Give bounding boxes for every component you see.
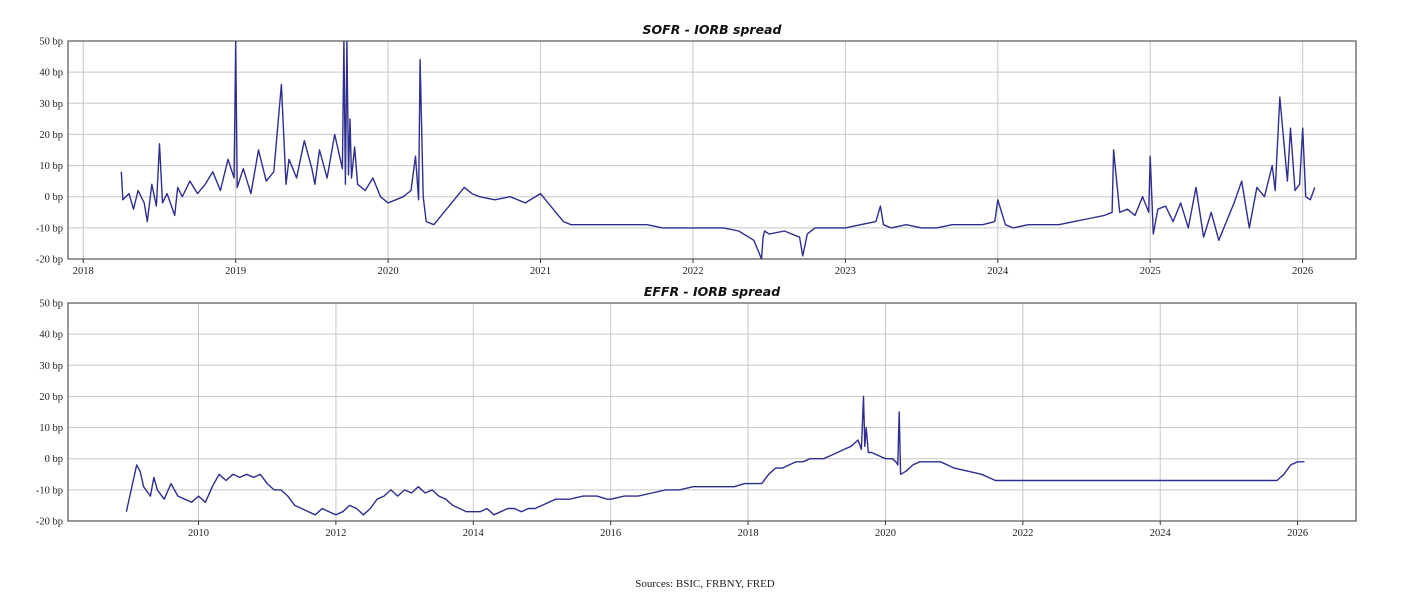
- x-tick-label: 2019: [225, 266, 246, 277]
- x-tick-label: 2024: [1150, 528, 1172, 539]
- y-tick-label: 20 bp: [39, 392, 63, 403]
- x-tick-label: 2014: [463, 528, 485, 539]
- y-tick-label: 50 bp: [39, 299, 63, 310]
- x-tick-label: 2020: [875, 528, 896, 539]
- y-tick-label: 10 bp: [39, 423, 63, 434]
- x-tick-label: 2026: [1287, 528, 1308, 539]
- x-tick-label: 2020: [378, 266, 399, 277]
- plot-frame: [67, 302, 1357, 522]
- x-tick-label: 2022: [1012, 528, 1033, 539]
- x-tick-label: 2023: [835, 266, 856, 277]
- x-tick-label: 2012: [325, 528, 346, 539]
- y-tick-label: -20 bp: [36, 517, 63, 528]
- y-tick-label: 30 bp: [39, 99, 63, 110]
- y-tick-label: 20 bp: [39, 130, 63, 141]
- plot-frame: [67, 40, 1357, 260]
- x-tick-label: 2024: [987, 266, 1009, 277]
- y-tick-label: -10 bp: [36, 223, 63, 234]
- x-tick-label: 2022: [682, 266, 703, 277]
- x-tick-label: 2021: [530, 266, 551, 277]
- x-tick-label: 2026: [1292, 266, 1313, 277]
- y-tick-label: 40 bp: [39, 330, 63, 341]
- y-tick-label: 30 bp: [39, 361, 63, 372]
- effr-iorb-panel: -20 bp -10 bp 0 bp 10 bp 20 bp 30 bp 40 bp 50 b…: [36, 284, 1357, 539]
- y-tick-label: -10 bp: [36, 485, 63, 496]
- x-tick-label: 2025: [1140, 266, 1161, 277]
- y-tick-label: 10 bp: [39, 161, 63, 172]
- x-tick-label: 2018: [738, 528, 759, 539]
- y-tick-label: 0 bp: [45, 454, 63, 465]
- x-tick-label: 2018: [73, 266, 94, 277]
- chart-title: SOFR - IORB spread: [643, 22, 783, 37]
- y-tick-label: 0 bp: [45, 192, 63, 203]
- y-tick-label: -20 bp: [36, 255, 63, 266]
- spread-series-line: [120, 41, 1316, 259]
- chart-title: EFFR - IORB spread: [644, 284, 781, 299]
- x-tick-label: 2010: [188, 528, 209, 539]
- y-tick-label: 40 bp: [39, 68, 63, 79]
- sources-note: Sources: BSIC, FRBNY, FRED: [635, 578, 775, 590]
- x-tick-label: 2016: [600, 528, 621, 539]
- sofr-iorb-panel: -20 bp -10 bp 0 bp 10 bp 20 bp 30 bp 40 bp 50 b…: [36, 22, 1357, 277]
- y-tick-label: 50 bp: [39, 37, 63, 48]
- spread-series-line: [125, 395, 1305, 516]
